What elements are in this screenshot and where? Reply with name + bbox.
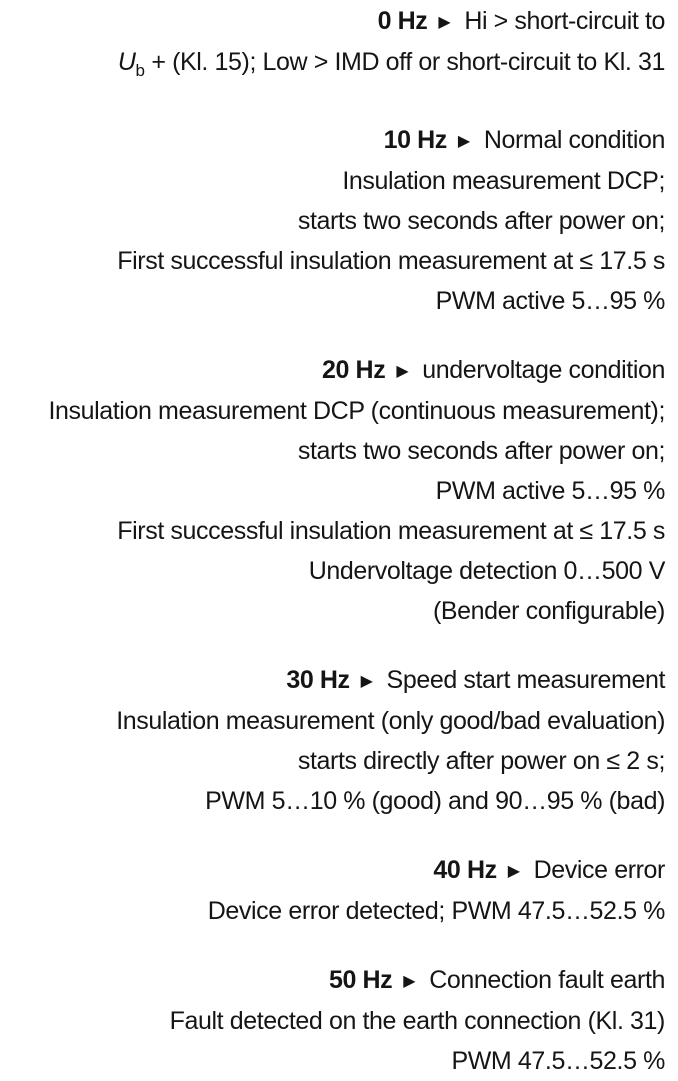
spec-list: 0 Hz ▶ Hi > short-circuit to Ub + (Kl. 15)… [8,1,665,1081]
frequency-label: 10 Hz [383,126,448,154]
detail-line: starts two seconds after power on; [297,207,666,235]
frequency-section: 0 Hz ▶ Hi > short-circuit to Ub + (Kl. 15)… [8,1,666,91]
arrow-right-icon: ▶ [438,12,451,31]
detail-line: Insulation measurement (only good/bad ev… [116,707,665,735]
section-title: undervoltage condition [422,356,665,384]
frequency-label: 30 Hz [286,666,350,694]
arrow-right-icon: ▶ [360,671,373,690]
frequency-label: 50 Hz [328,966,393,994]
detail-line: Device error detected; PWM 47.5…52.5 % [207,897,666,925]
detail-line: Ub + (Kl. 15); Low > IMD off or short-ci… [8,42,666,91]
section-title: Connection fault earth [429,966,665,994]
detail-line: Fault detected on the earth connection (… [169,1007,666,1035]
detail-line: (Bender configurable) [432,597,665,625]
detail-line: starts directly after power on ≤ 2 s; [297,747,666,775]
frequency-label: 20 Hz [322,356,386,384]
arrow-right-icon: ▶ [507,861,520,880]
detail-lines: Insulation measurement (only good/bad ev… [8,701,665,821]
arrow-right-icon: ▶ [396,361,409,380]
frequency-section: 20 Hz ▶ undervoltage condition Insulation … [8,350,665,631]
frequency-label: 40 Hz [433,856,497,884]
frequency-section: 50 Hz ▶ Connection fault earth Fault detec… [8,960,666,1081]
detail-line: Insulation measurement DCP (continuous m… [48,397,665,425]
detail-line: First successful insulation measurement … [117,247,665,275]
section-title: Device error [533,856,666,884]
section-title: Normal condition [483,126,666,154]
detail-lines: Insulation measurement DCP; starts two se… [8,161,665,321]
section-heading: 50 Hz ▶ Connection fault earth [8,960,665,1001]
section-heading: 40 Hz ▶ Device error [8,850,665,891]
detail-lines: Fault detected on the earth connection (… [8,1001,666,1081]
detail-line: Undervoltage detection 0…500 V [308,557,666,585]
section-heading: 30 Hz ▶ Speed start measurement [8,660,665,701]
detail-lines: Ub + (Kl. 15); Low > IMD off or short-ci… [8,42,666,91]
detail-line: PWM active 5…95 % [435,477,666,505]
detail-line: Insulation measurement DCP; [342,167,665,195]
detail-line: PWM active 5…95 % [435,287,666,315]
frequency-label: 0 Hz [377,7,428,35]
detail-lines: Device error detected; PWM 47.5…52.5 % [8,891,666,931]
frequency-section: 30 Hz ▶ Speed start measurement Insulation… [8,660,665,821]
detail-line: PWM 47.5…52.5 % [451,1047,665,1075]
detail-line-fragment: U [117,48,136,76]
detail-line: PWM 5…10 % (good) and 90…95 % (bad) [205,787,665,815]
arrow-right-icon: ▶ [403,971,416,990]
section-title: Speed start measurement [386,666,666,694]
detail-line: starts two seconds after power on; [297,437,666,465]
section-heading: 10 Hz ▶ Normal condition [8,120,666,161]
detail-line-fragment: + (Kl. 15); Low > IMD off or short-circu… [144,48,665,76]
frequency-section: 10 Hz ▶ Normal condition Insulation measur… [8,120,665,321]
detail-lines: Insulation measurement DCP (continuous m… [8,391,665,631]
arrow-right-icon: ▶ [457,131,470,150]
detail-line: First successful insulation measurement … [117,517,665,545]
detail-line-fragment: b [135,61,145,80]
section-title: Hi > short-circuit to [464,7,665,35]
section-heading: 20 Hz ▶ undervoltage condition [8,350,665,391]
frequency-section: 40 Hz ▶ Device error Device error detected… [8,850,666,931]
section-heading: 0 Hz ▶ Hi > short-circuit to [8,1,666,42]
